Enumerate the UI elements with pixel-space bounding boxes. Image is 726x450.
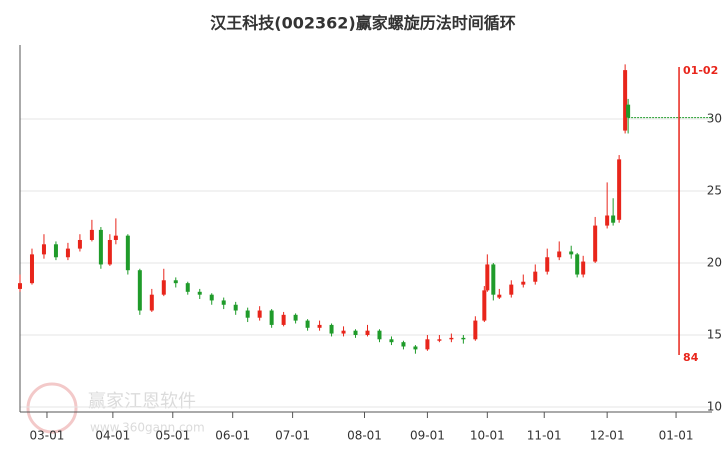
candle-body	[173, 280, 178, 284]
candle-body	[29, 254, 34, 284]
candle-body	[149, 294, 154, 311]
watermark-logo	[26, 382, 78, 434]
x-tick-label: 09-01	[410, 429, 445, 443]
y-tick-label: 25	[707, 184, 722, 198]
x-tick-label: 07-01	[275, 429, 310, 443]
cycle-count: 84	[683, 351, 699, 364]
candle-body	[257, 310, 262, 318]
candle-body	[497, 294, 502, 298]
x-tick-label: 01-01	[659, 429, 694, 443]
candle-body	[389, 339, 394, 343]
candle-body	[89, 229, 94, 240]
watermark-text: 赢家江恩软件	[88, 390, 196, 412]
chart-title: 汉王科技(002362)赢家螺旋历法时间循环	[210, 14, 515, 33]
candle-body	[569, 251, 574, 255]
candle-body	[401, 342, 406, 347]
x-tick-label: 12-01	[590, 429, 625, 443]
candle-body	[65, 248, 70, 258]
candle-body	[353, 330, 358, 335]
candle-body	[377, 330, 382, 340]
candle-body	[581, 261, 586, 275]
candle-body	[329, 324, 334, 334]
candle-body	[197, 291, 202, 295]
y-tick-label: 10	[707, 399, 722, 413]
candle-body	[53, 244, 58, 258]
candle-body	[575, 254, 580, 275]
candle-body	[473, 320, 478, 340]
candle-body	[521, 281, 526, 285]
y-tick-label: 30	[707, 112, 722, 126]
x-tick-label: 06-01	[215, 429, 250, 443]
candle-body	[77, 239, 82, 249]
candle-body	[482, 290, 487, 321]
candle-body	[245, 310, 250, 318]
candle-body	[617, 159, 622, 220]
candle-body	[233, 304, 238, 311]
candle-body	[533, 271, 538, 282]
candle-body	[41, 244, 46, 255]
x-tick-label: 10-01	[470, 429, 505, 443]
y-tick-label: 20	[707, 256, 722, 270]
candle-body	[605, 215, 610, 226]
candle-body	[269, 310, 274, 325]
x-tick-label: 03-01	[30, 429, 65, 443]
candle-body	[557, 251, 562, 258]
candle-body	[341, 330, 346, 334]
candle-body	[425, 339, 430, 350]
candle-body	[509, 284, 514, 295]
candle-body	[113, 235, 118, 240]
candle-body	[137, 270, 142, 311]
candle-body	[281, 314, 286, 325]
candle-body	[449, 337, 454, 340]
candle-body	[365, 330, 370, 335]
candle-body	[209, 294, 214, 301]
candle-body	[161, 280, 166, 295]
x-tick-label: 08-01	[347, 429, 382, 443]
candle-body	[485, 264, 490, 291]
candle-body	[305, 320, 310, 328]
candle-body	[611, 215, 616, 223]
candle-body	[18, 283, 22, 289]
candle-body	[125, 235, 130, 271]
x-tick-label: 05-01	[155, 429, 190, 443]
candle-body	[185, 283, 190, 292]
candle-body	[413, 346, 418, 350]
candle-body	[107, 239, 112, 265]
candle-body	[593, 225, 598, 262]
candle-body	[293, 314, 298, 321]
candle-body	[545, 257, 550, 272]
watermark-url: www.360gann.com	[90, 421, 205, 435]
candle-body	[317, 324, 322, 328]
candle-body	[221, 300, 226, 305]
y-tick-label: 15	[707, 327, 722, 341]
candle-body	[461, 337, 466, 340]
candle-body	[623, 70, 628, 131]
candle-body	[491, 264, 496, 295]
candle-body	[98, 229, 103, 265]
candle-body	[626, 104, 631, 118]
x-tick-label: 04-01	[95, 429, 130, 443]
watermark: 赢家江恩软件 www.360gann.com	[26, 382, 205, 435]
x-tick-label: 11-01	[527, 429, 562, 443]
candle-body	[437, 339, 442, 341]
cycle-date: 01-02	[683, 64, 718, 77]
